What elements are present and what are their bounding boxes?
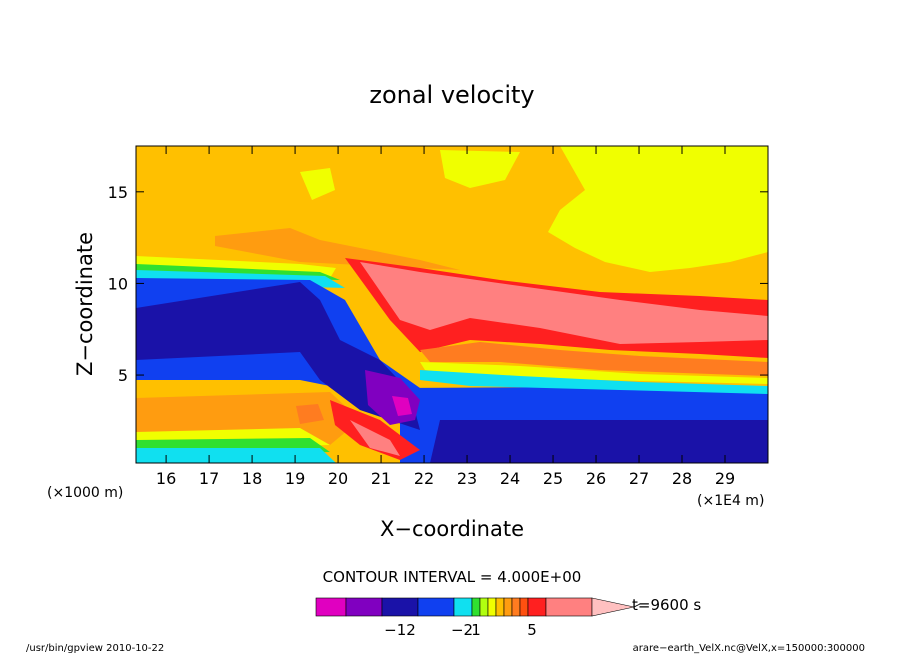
colorbar-swatch — [511, 597, 521, 617]
x-tick-label: 23 — [457, 469, 477, 488]
x-axis-label: X−coordinate — [380, 517, 524, 541]
y-axis-unit-label: (×1000 m) — [47, 485, 123, 501]
orange-blob-left — [296, 404, 324, 424]
cyan-band-mid — [420, 370, 768, 394]
x-tick-label: 26 — [586, 469, 606, 488]
colorbar-swatch — [503, 597, 513, 617]
red-blob-lower-left — [330, 400, 420, 460]
cyan-band-lower — [136, 448, 336, 463]
colorbar-swatch — [495, 597, 505, 617]
x-tick-label: 29 — [715, 469, 735, 488]
colorbar-arrow-tip — [633, 603, 641, 608]
colorbar-tick-label: 5 — [527, 621, 537, 639]
magenta-core — [392, 396, 412, 416]
y-tick-label: 5 — [118, 366, 128, 385]
colorbar-swatch — [479, 597, 489, 617]
colorbar-arrow — [591, 597, 635, 617]
pink-core-right — [360, 262, 768, 344]
y-axis-label: Z−coordinate — [73, 232, 97, 376]
plot-frame — [135, 145, 769, 464]
x-tick-label: 16 — [156, 469, 176, 488]
navy-region-left — [136, 282, 420, 430]
x-tick-label: 18 — [242, 469, 262, 488]
x-tick-label: 17 — [199, 469, 219, 488]
colorbar-swatch — [487, 597, 497, 617]
yellow-region-small — [300, 168, 335, 200]
colorbar-swatch — [519, 597, 529, 617]
colorbar-swatch — [381, 597, 419, 617]
colorbar-swatch — [527, 597, 547, 617]
orange-band-mid — [420, 342, 768, 376]
footer-right: arare−earth_VelX.nc@VelX,x=150000:300000 — [633, 643, 865, 654]
colorbar-tick-label: 1 — [471, 621, 481, 639]
contour-interval-label: CONTOUR INTERVAL = 4.000E+00 — [323, 568, 582, 586]
orange-band-upper — [215, 228, 460, 270]
x-tick-label: 25 — [543, 469, 563, 488]
yellow-region-upper-right — [548, 146, 768, 272]
x-tick-label: 19 — [285, 469, 305, 488]
yellow-region-top-center — [440, 150, 520, 188]
colorbar-tick-label: −12 — [384, 621, 416, 639]
navy-region-lower-right — [430, 420, 768, 463]
pink-blob-lower-left — [350, 420, 400, 456]
time-label: t=9600 s — [632, 596, 701, 614]
x-tick-label: 28 — [672, 469, 692, 488]
colorbar-swatch — [315, 597, 347, 617]
x-axis-unit-label: (×1E4 m) — [697, 493, 764, 509]
colorbar-swatch — [545, 597, 593, 617]
y-tick-label: 10 — [108, 274, 128, 293]
x-tick-label: 27 — [629, 469, 649, 488]
colorbar-swatch — [453, 597, 473, 617]
x-tick-label: 21 — [371, 469, 391, 488]
x-tick-label: 24 — [500, 469, 520, 488]
y-tick-label: 15 — [108, 183, 128, 202]
colorbar-swatch — [345, 597, 383, 617]
colorbar-swatch — [471, 597, 481, 617]
x-axis-ticks: 16 17 18 19 20 21 22 23 24 25 26 27 28 29 — [156, 146, 735, 488]
x-tick-label: 22 — [414, 469, 434, 488]
footer-left: /usr/bin/gpview 2010-10-22 — [26, 643, 164, 654]
x-tick-label: 20 — [328, 469, 348, 488]
contour-field — [136, 146, 768, 463]
colorbar: −12 −21 5 — [315, 597, 641, 639]
chart-title: zonal velocity — [369, 81, 534, 109]
colorbar-swatch — [417, 597, 455, 617]
y-axis-ticks: 5 10 15 — [108, 183, 768, 385]
colorbar-tick-label: −2 — [451, 621, 473, 639]
yellow-band-mid — [420, 362, 768, 384]
